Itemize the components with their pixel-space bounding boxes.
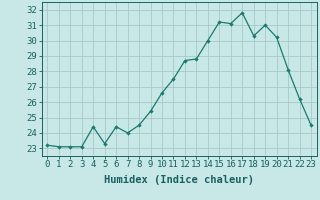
X-axis label: Humidex (Indice chaleur): Humidex (Indice chaleur) <box>104 175 254 185</box>
